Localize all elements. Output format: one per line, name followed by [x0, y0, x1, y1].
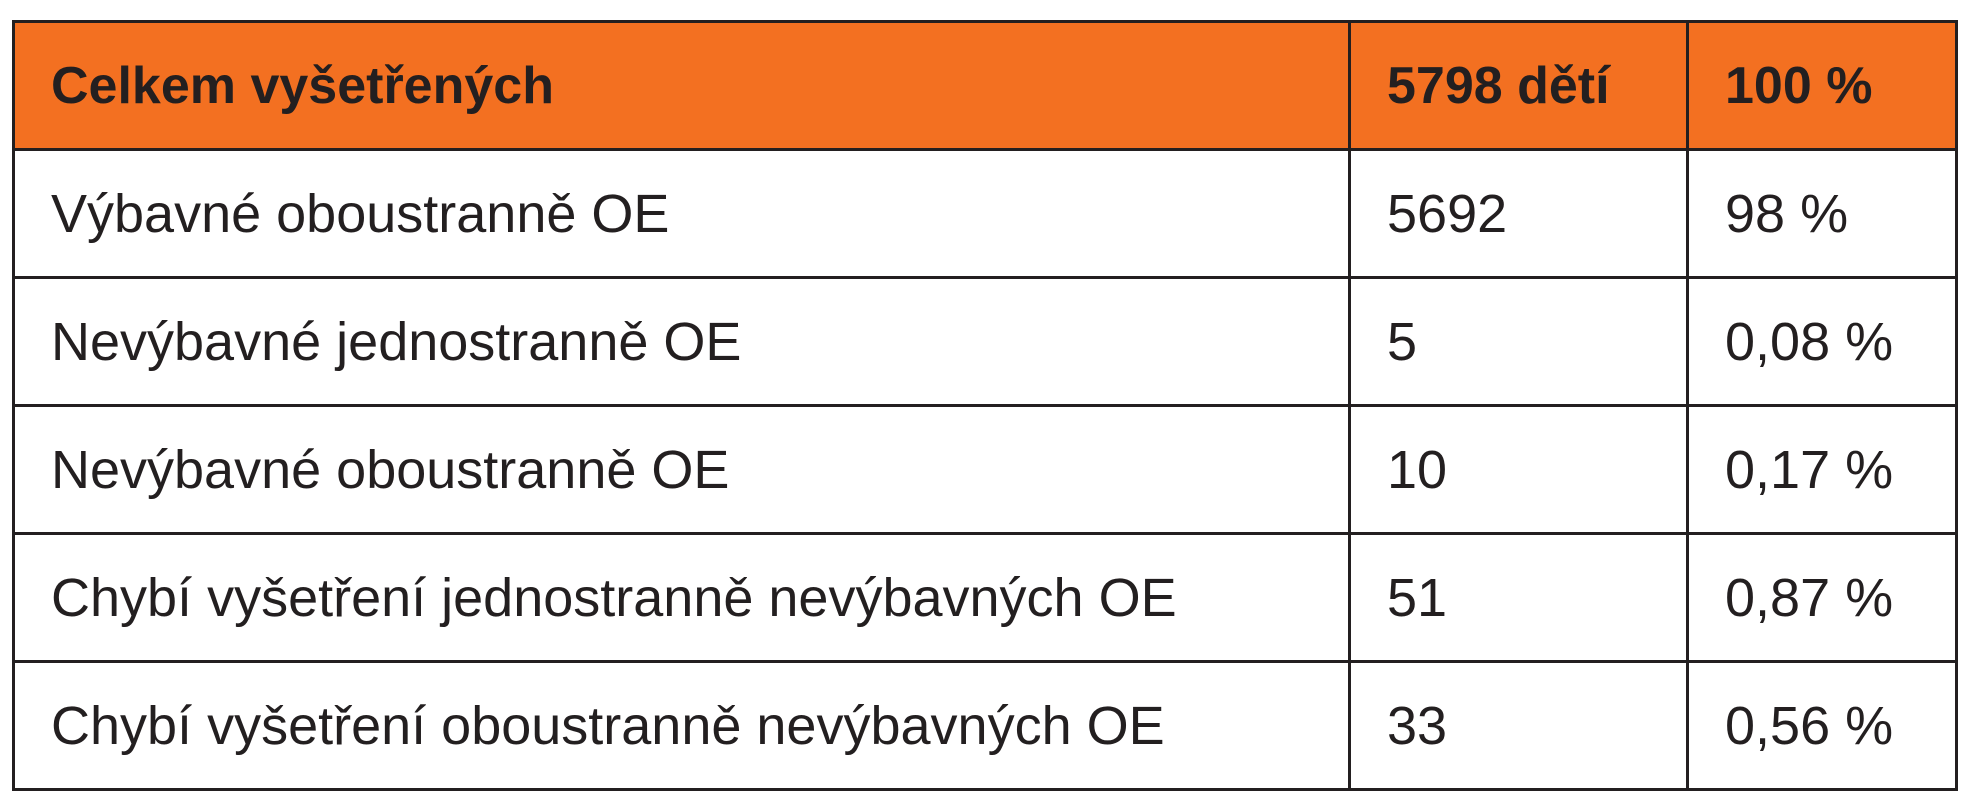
row-count-cell: 33: [1348, 660, 1689, 791]
table-row: Chybí vyšetření jednostranně nevýbavných…: [12, 532, 1958, 663]
table-row: Chybí vyšetření oboustranně nevýbavných …: [12, 660, 1958, 791]
table-row: Výbavné oboustranně OE 5692 98 %: [12, 148, 1958, 279]
row-count-cell: 5: [1348, 276, 1689, 407]
row-count-cell: 10: [1348, 404, 1689, 535]
header-percent-cell: 100 %: [1686, 20, 1958, 151]
row-percent-cell: 0,87 %: [1686, 532, 1958, 663]
results-table-container: Celkem vyšetřených 5798 dětí 100 % Výbav…: [12, 20, 1958, 791]
header-label-cell: Celkem vyšetřených: [12, 20, 1351, 151]
row-count-cell: 5692: [1348, 148, 1689, 279]
table-row: Nevýbavné oboustranně OE 10 0,17 %: [12, 404, 1958, 535]
row-percent-cell: 98 %: [1686, 148, 1958, 279]
row-count-cell: 51: [1348, 532, 1689, 663]
row-label-cell: Nevýbavné jednostranně OE: [12, 276, 1351, 407]
row-label-cell: Chybí vyšetření oboustranně nevýbavných …: [12, 660, 1351, 791]
row-label-cell: Nevýbavné oboustranně OE: [12, 404, 1351, 535]
row-label-cell: Výbavné oboustranně OE: [12, 148, 1351, 279]
row-label-cell: Chybí vyšetření jednostranně nevýbavných…: [12, 532, 1351, 663]
row-percent-cell: 0,08 %: [1686, 276, 1958, 407]
header-count-cell: 5798 dětí: [1348, 20, 1689, 151]
table-header-row: Celkem vyšetřených 5798 dětí 100 %: [12, 20, 1958, 151]
row-percent-cell: 0,56 %: [1686, 660, 1958, 791]
table-row: Nevýbavné jednostranně OE 5 0,08 %: [12, 276, 1958, 407]
row-percent-cell: 0,17 %: [1686, 404, 1958, 535]
results-table: Celkem vyšetřených 5798 dětí 100 % Výbav…: [12, 20, 1958, 791]
